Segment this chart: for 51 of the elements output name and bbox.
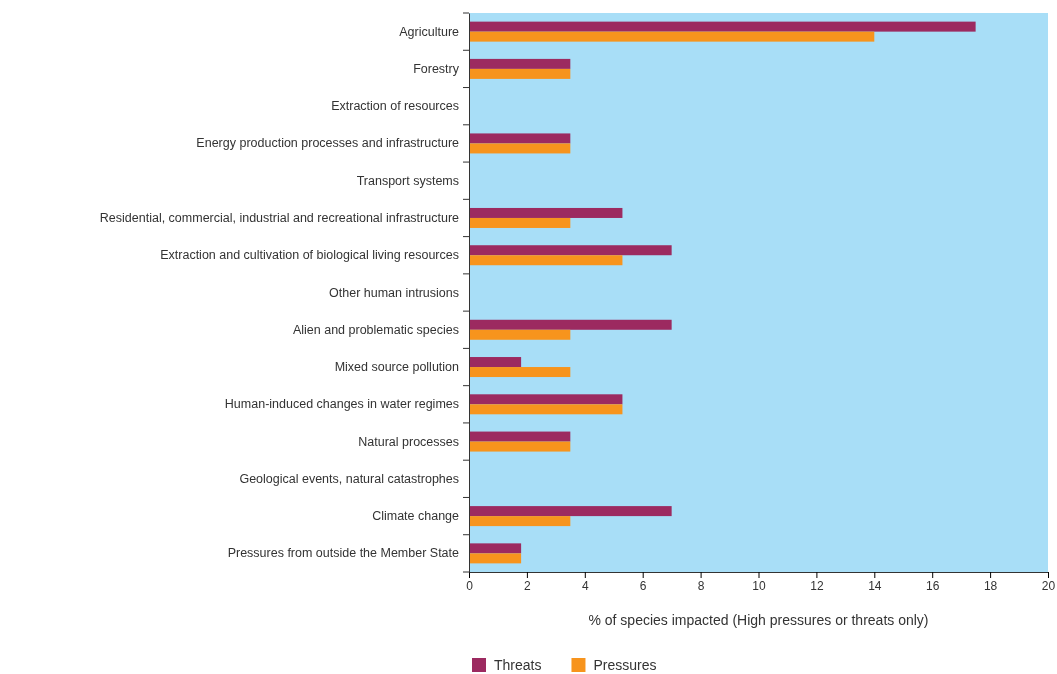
x-tick-label: 0 <box>466 578 474 593</box>
bar <box>469 357 522 368</box>
y-tick-label: Energy production processes and infrastructure <box>196 136 460 151</box>
x-tick-label: 14 <box>868 578 882 593</box>
bar <box>469 21 976 32</box>
y-tick-label: Other human intrusions <box>329 285 459 300</box>
bar <box>469 31 875 42</box>
y-tick-label: Alien and problematic species <box>292 322 459 337</box>
x-tick-label: 6 <box>639 578 647 593</box>
bar <box>469 431 571 442</box>
x-tick-label: 8 <box>697 578 705 593</box>
bar <box>469 319 672 330</box>
x-tick-label: 20 <box>1041 578 1056 593</box>
legend-label: Threats <box>494 657 542 673</box>
x-tick-label: 2 <box>524 578 532 593</box>
x-axis-title: % of species impacted (High pressures or threats only) <box>588 612 929 628</box>
bar <box>469 404 623 415</box>
bar <box>469 506 672 517</box>
x-tick-label: 10 <box>752 578 766 593</box>
bar <box>469 133 571 144</box>
y-tick-label: Mixed source pollution <box>334 360 460 375</box>
x-tick-label: 18 <box>983 578 998 593</box>
x-tick-label: 12 <box>810 578 824 593</box>
y-tick-label: Agriculture <box>399 24 460 39</box>
bar <box>469 553 522 564</box>
y-tick-label: Residential, commercial, industrial and recreational infrastructure <box>99 210 460 225</box>
bar <box>469 255 623 266</box>
x-tick-label: 4 <box>581 578 589 593</box>
bar <box>469 394 623 405</box>
bar <box>469 58 571 69</box>
bar <box>469 441 571 452</box>
y-tick-label: Natural processes <box>358 434 459 449</box>
bar <box>469 143 571 154</box>
bar <box>469 217 571 228</box>
bar <box>469 68 571 79</box>
bar <box>469 207 623 218</box>
y-tick-label: Extraction and cultivation of biological living resources <box>160 248 459 263</box>
y-tick-label: Forestry <box>413 61 460 76</box>
y-tick-label: Human-induced changes in water regimes <box>224 397 459 412</box>
x-tick-label: 16 <box>926 578 940 593</box>
bar <box>469 367 571 378</box>
bar <box>469 329 571 340</box>
bar <box>469 543 522 554</box>
y-tick-label: Extraction of resources <box>331 99 459 114</box>
bar <box>469 245 672 256</box>
bar <box>469 516 571 527</box>
y-tick-label: Pressures from outside the Member State <box>227 546 460 561</box>
y-tick-label: Geological events, natural catastrophes <box>239 471 459 486</box>
y-tick-label: Climate change <box>372 509 460 524</box>
legend-label: Pressures <box>593 657 657 673</box>
y-tick-label: Transport systems <box>356 173 459 188</box>
